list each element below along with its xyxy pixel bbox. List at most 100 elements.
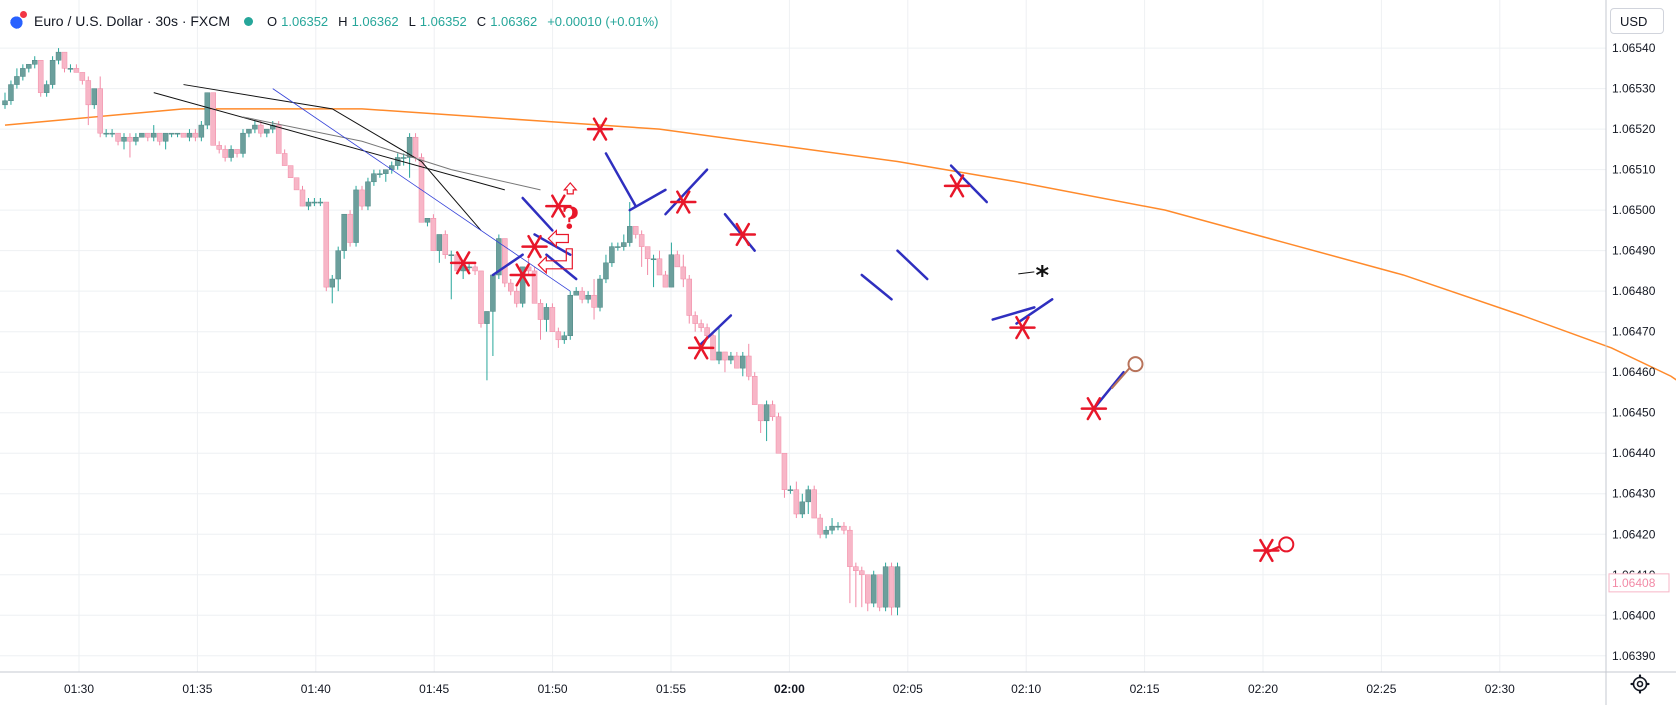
candle-body	[103, 132, 109, 135]
candle	[775, 412, 782, 454]
asterisk-stroke	[693, 336, 709, 360]
candle-body	[870, 574, 877, 604]
candle	[722, 351, 728, 373]
candle	[287, 165, 294, 178]
moving-average-layer	[4, 108, 1676, 381]
candle	[275, 121, 282, 154]
candle-body	[436, 234, 443, 251]
candle	[323, 201, 330, 292]
candle	[728, 351, 734, 365]
red-asterisk	[1253, 538, 1280, 563]
candle	[127, 133, 133, 158]
symbol-title[interactable]: Euro / U.S. Dollar · 30s · FXCM	[34, 13, 231, 29]
candle	[876, 574, 883, 612]
candle	[258, 121, 264, 138]
candle	[14, 68, 20, 89]
candle-body	[299, 189, 306, 207]
settings-gear-icon[interactable]	[1630, 674, 1650, 694]
candle	[769, 400, 776, 421]
candle	[73, 64, 80, 73]
blue-segment	[949, 164, 988, 204]
candle	[180, 132, 187, 138]
red-asterisk	[449, 251, 477, 275]
candle	[216, 141, 222, 154]
asterisk-stroke	[949, 174, 965, 198]
candle-body	[531, 270, 538, 304]
blue-segment	[896, 249, 929, 281]
candle-body	[73, 68, 80, 73]
candle-body	[894, 566, 901, 608]
candle	[549, 303, 556, 332]
candle-body	[787, 489, 794, 491]
candle	[656, 250, 663, 276]
symbol-legend: Euro / U.S. Dollar · 30s · FXCM O 1.06352…	[10, 10, 665, 32]
candle	[680, 254, 687, 288]
candle-body	[317, 201, 324, 204]
candle	[662, 270, 669, 288]
candle-body	[811, 489, 817, 519]
candle	[20, 64, 26, 81]
candle-body	[210, 92, 216, 146]
y-tick-label: 1.06450	[1612, 406, 1656, 420]
trendline-blue	[272, 88, 571, 292]
candle	[49, 56, 56, 89]
candle-body	[805, 489, 811, 503]
candle	[787, 485, 794, 494]
candle-body	[145, 132, 151, 138]
currency-button[interactable]: USD	[1610, 8, 1664, 34]
candle-body	[644, 246, 651, 260]
asterisk-stroke	[1015, 315, 1030, 340]
candle-body	[347, 213, 353, 243]
low-label: L	[408, 13, 416, 29]
x-tick-label: 02:15	[1130, 682, 1160, 696]
candle	[835, 522, 841, 531]
candle-body	[192, 132, 199, 138]
candle	[710, 331, 716, 361]
y-tick-label: 1.06440	[1612, 446, 1656, 460]
candle-body	[400, 157, 407, 159]
candle-body	[270, 124, 276, 130]
candle	[430, 214, 437, 251]
candle-body	[865, 574, 871, 604]
candle	[644, 246, 651, 275]
red-asterisk	[521, 234, 548, 259]
candle	[79, 72, 86, 85]
candle-body	[377, 173, 383, 175]
candle-body	[252, 124, 258, 130]
black-pointer-line	[1018, 271, 1035, 275]
candle-body	[763, 404, 770, 422]
candle	[698, 319, 704, 332]
candle-body	[32, 60, 38, 65]
candle-body	[621, 242, 627, 247]
candle	[109, 129, 115, 138]
candle	[26, 64, 32, 73]
candle-body	[740, 355, 746, 369]
x-tick-label: 02:25	[1366, 682, 1396, 696]
candle	[299, 185, 306, 207]
candle	[293, 177, 300, 191]
candle-body	[502, 238, 508, 284]
candle	[585, 291, 591, 304]
candle	[281, 149, 288, 166]
candle-body	[591, 294, 597, 308]
candle-body	[67, 68, 74, 70]
candle	[734, 351, 740, 369]
candle-body	[888, 566, 895, 608]
candle-body	[716, 351, 722, 361]
candle	[424, 218, 431, 227]
candle-body	[746, 355, 752, 377]
candle	[347, 210, 353, 247]
candle	[870, 570, 877, 608]
candle	[400, 153, 407, 166]
candle-body	[20, 68, 26, 77]
candle-body	[615, 246, 621, 248]
candle-body	[561, 335, 568, 341]
brown-circle	[1127, 356, 1144, 373]
y-tick-label: 1.06390	[1612, 649, 1656, 663]
candle	[91, 88, 97, 109]
red-asterisk	[545, 194, 572, 218]
x-tick-label: 01:30	[64, 682, 94, 696]
candle-body	[49, 60, 56, 85]
candle-body	[97, 88, 103, 134]
